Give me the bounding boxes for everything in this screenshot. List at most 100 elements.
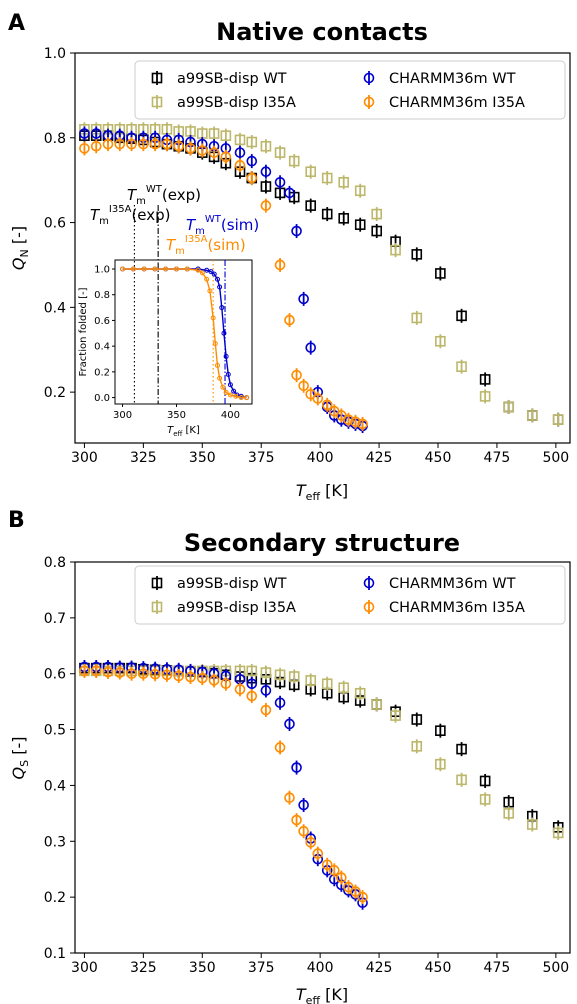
panel-b-data <box>79 660 564 910</box>
panel-a-data <box>79 122 564 434</box>
data-point <box>260 181 272 192</box>
inset-point <box>244 395 250 401</box>
data-point <box>291 762 302 773</box>
data-point <box>260 667 272 678</box>
data-point <box>284 314 295 326</box>
data-point <box>350 416 361 428</box>
annotation-tm-wt-exp: TmWT(exp) <box>127 184 201 207</box>
data-point <box>161 669 173 681</box>
inset-point <box>173 266 179 272</box>
x-tick-label: 300 <box>71 450 98 466</box>
data-point <box>149 138 161 150</box>
data-point <box>456 774 467 786</box>
y-tick-label: 0.6 <box>44 667 66 683</box>
data-point <box>479 391 491 402</box>
data-point <box>114 667 126 678</box>
legend-marker <box>363 72 375 84</box>
data-point <box>274 147 286 158</box>
data-point <box>208 675 220 686</box>
panel-b-ylabel: QS [-] <box>9 737 31 780</box>
inset-ylabel: Fraction folded [-] <box>78 287 89 376</box>
data-point <box>343 414 354 425</box>
x-tick-label: 325 <box>130 450 157 466</box>
data-point <box>479 794 491 805</box>
y-tick-label: 0.8 <box>44 131 66 147</box>
data-point <box>79 143 90 154</box>
x-tick-label: 375 <box>248 960 275 976</box>
legend-label: a99SB-disp WT <box>177 576 287 592</box>
x-tick-label: 500 <box>542 450 569 466</box>
y-tick-label: 0.8 <box>44 555 66 571</box>
data-point <box>435 335 446 347</box>
data-point <box>328 865 340 876</box>
data-point <box>79 128 90 139</box>
legend-box <box>134 565 566 625</box>
inset-curve <box>120 266 250 401</box>
data-point <box>552 827 564 839</box>
data-point <box>435 725 446 736</box>
data-point <box>411 249 423 260</box>
inset-point <box>233 393 239 399</box>
y-tick-label: 1.0 <box>44 46 66 62</box>
inset-y-tick-label: 0.6 <box>94 316 110 327</box>
inset-x-tick-label: 400 <box>221 410 240 421</box>
inset-point <box>225 371 231 377</box>
data-point <box>284 718 295 730</box>
x-tick-label: 350 <box>189 450 216 466</box>
inset-point <box>204 276 210 282</box>
panel-a: A Native contacts 300 325 350 375 400 425 450 4… <box>8 11 571 503</box>
data-point <box>246 665 258 677</box>
inset-point <box>212 341 218 347</box>
legend-label: CHARMM36m I35A <box>389 95 525 111</box>
data-point <box>338 682 350 693</box>
panel-a-letter: A <box>8 11 25 36</box>
x-tick-label: 450 <box>425 960 452 976</box>
x-tick-label: 400 <box>307 960 334 976</box>
data-point <box>246 155 258 167</box>
series-a99sb-disp-i35a <box>79 663 564 840</box>
inset-point <box>152 266 158 272</box>
data-point <box>350 886 361 897</box>
annotation-tm-i35a-exp: TmI35A(exp) <box>90 204 171 227</box>
data-point <box>234 147 246 158</box>
data-point <box>291 225 302 237</box>
data-point <box>288 671 300 682</box>
data-point <box>260 200 272 211</box>
inset-point <box>217 284 223 290</box>
data-point <box>196 672 208 684</box>
data-point <box>234 134 246 146</box>
inset-point <box>227 382 233 388</box>
data-point <box>149 668 161 680</box>
x-tick-label: 425 <box>366 960 393 976</box>
data-point <box>354 185 366 197</box>
data-point <box>305 342 317 353</box>
data-point <box>284 792 295 804</box>
inset-chart: 300 350 400 0.0 0.2 0.4 0.6 0.8 1.0 Fraction fold… <box>78 205 253 438</box>
data-point <box>357 891 368 903</box>
data-point <box>260 166 272 177</box>
inset-y-tick-label: 1.0 <box>94 265 110 276</box>
inset-y-tick-label: 0.2 <box>94 367 110 378</box>
x-tick-label: 325 <box>130 960 157 976</box>
legend-marker <box>151 601 163 613</box>
inset-x-tick-label: 350 <box>167 410 186 421</box>
x-tick-label: 375 <box>248 450 275 466</box>
panel-b-title: Secondary structure <box>184 529 460 557</box>
data-point <box>411 714 423 725</box>
inset-x-tick-label: 300 <box>113 410 132 421</box>
inset-xlabel: Teff [K] <box>167 425 200 438</box>
annotation-tm-wt-sim: TmWT(sim) <box>186 214 259 237</box>
data-point <box>354 219 366 230</box>
data-point <box>126 138 137 150</box>
data-point <box>526 410 538 421</box>
data-point <box>357 418 368 430</box>
inset-point <box>219 305 225 311</box>
inset-point <box>208 269 214 275</box>
data-point <box>234 684 246 695</box>
data-point <box>246 136 258 148</box>
inset-point <box>220 384 226 390</box>
data-point <box>246 690 258 702</box>
plot-frame <box>74 52 571 444</box>
data-point <box>390 244 401 256</box>
